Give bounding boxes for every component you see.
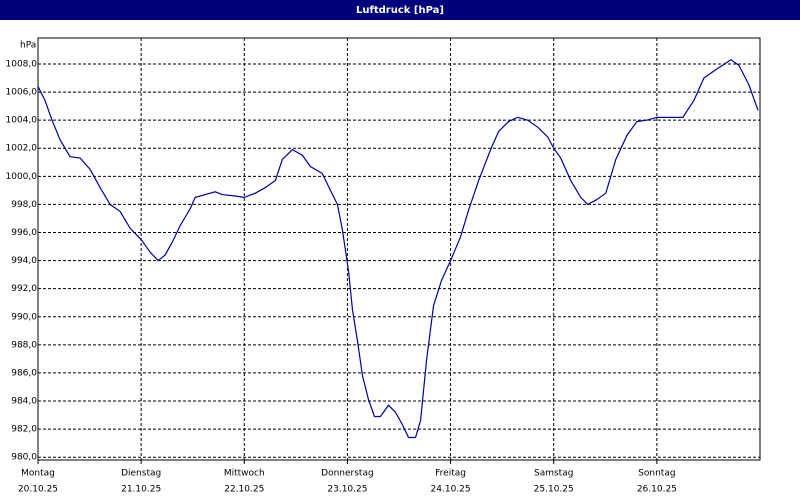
x-tick-date: 23.10.25 xyxy=(327,485,367,495)
y-tick-label: 1004,0 xyxy=(6,116,38,126)
data-line xyxy=(37,59,759,439)
plot-frame xyxy=(37,37,761,461)
x-tick-label: Dienstag xyxy=(121,469,161,479)
x-tick-label: Mittwoch xyxy=(224,469,265,479)
y-tick-label: 980,0 xyxy=(11,453,37,463)
x-tick-date: 25.10.25 xyxy=(534,485,574,495)
x-tick-label: Freitag xyxy=(435,469,466,479)
y-tick-label: 996,0 xyxy=(11,228,37,238)
x-tick-label: Montag xyxy=(21,469,55,479)
x-tick-label: Donnerstag xyxy=(321,469,374,479)
x-tick-date: 26.10.25 xyxy=(637,485,677,495)
y-tick-label: 988,0 xyxy=(11,340,37,350)
title-bar xyxy=(0,0,800,20)
y-tick-label: 982,0 xyxy=(11,425,37,435)
y-tick-label: 1000,0 xyxy=(6,172,38,182)
y-tick-label: 994,0 xyxy=(11,256,37,266)
y-tick-label: 1002,0 xyxy=(6,144,38,154)
y-tick-label: 992,0 xyxy=(11,284,37,294)
chart-title: Luftdruck [hPa] xyxy=(356,5,444,16)
y-tick-label: 986,0 xyxy=(11,368,37,378)
y-tick-label: 1006,0 xyxy=(6,88,38,98)
y-tick-label: 1008,0 xyxy=(6,59,38,69)
x-tick-date: 22.10.25 xyxy=(224,485,264,495)
y-tick-label: 984,0 xyxy=(11,397,37,407)
x-tick-date: 24.10.25 xyxy=(431,485,471,495)
y-axis-label: hPa xyxy=(20,41,36,51)
x-tick-date: 20.10.25 xyxy=(18,485,58,495)
x-tick-label: Sonntag xyxy=(638,469,675,479)
y-tick-label: 990,0 xyxy=(11,312,37,322)
y-tick-label: 998,0 xyxy=(11,200,37,210)
x-tick-label: Samstag xyxy=(534,469,573,479)
x-tick-date: 21.10.25 xyxy=(121,485,161,495)
